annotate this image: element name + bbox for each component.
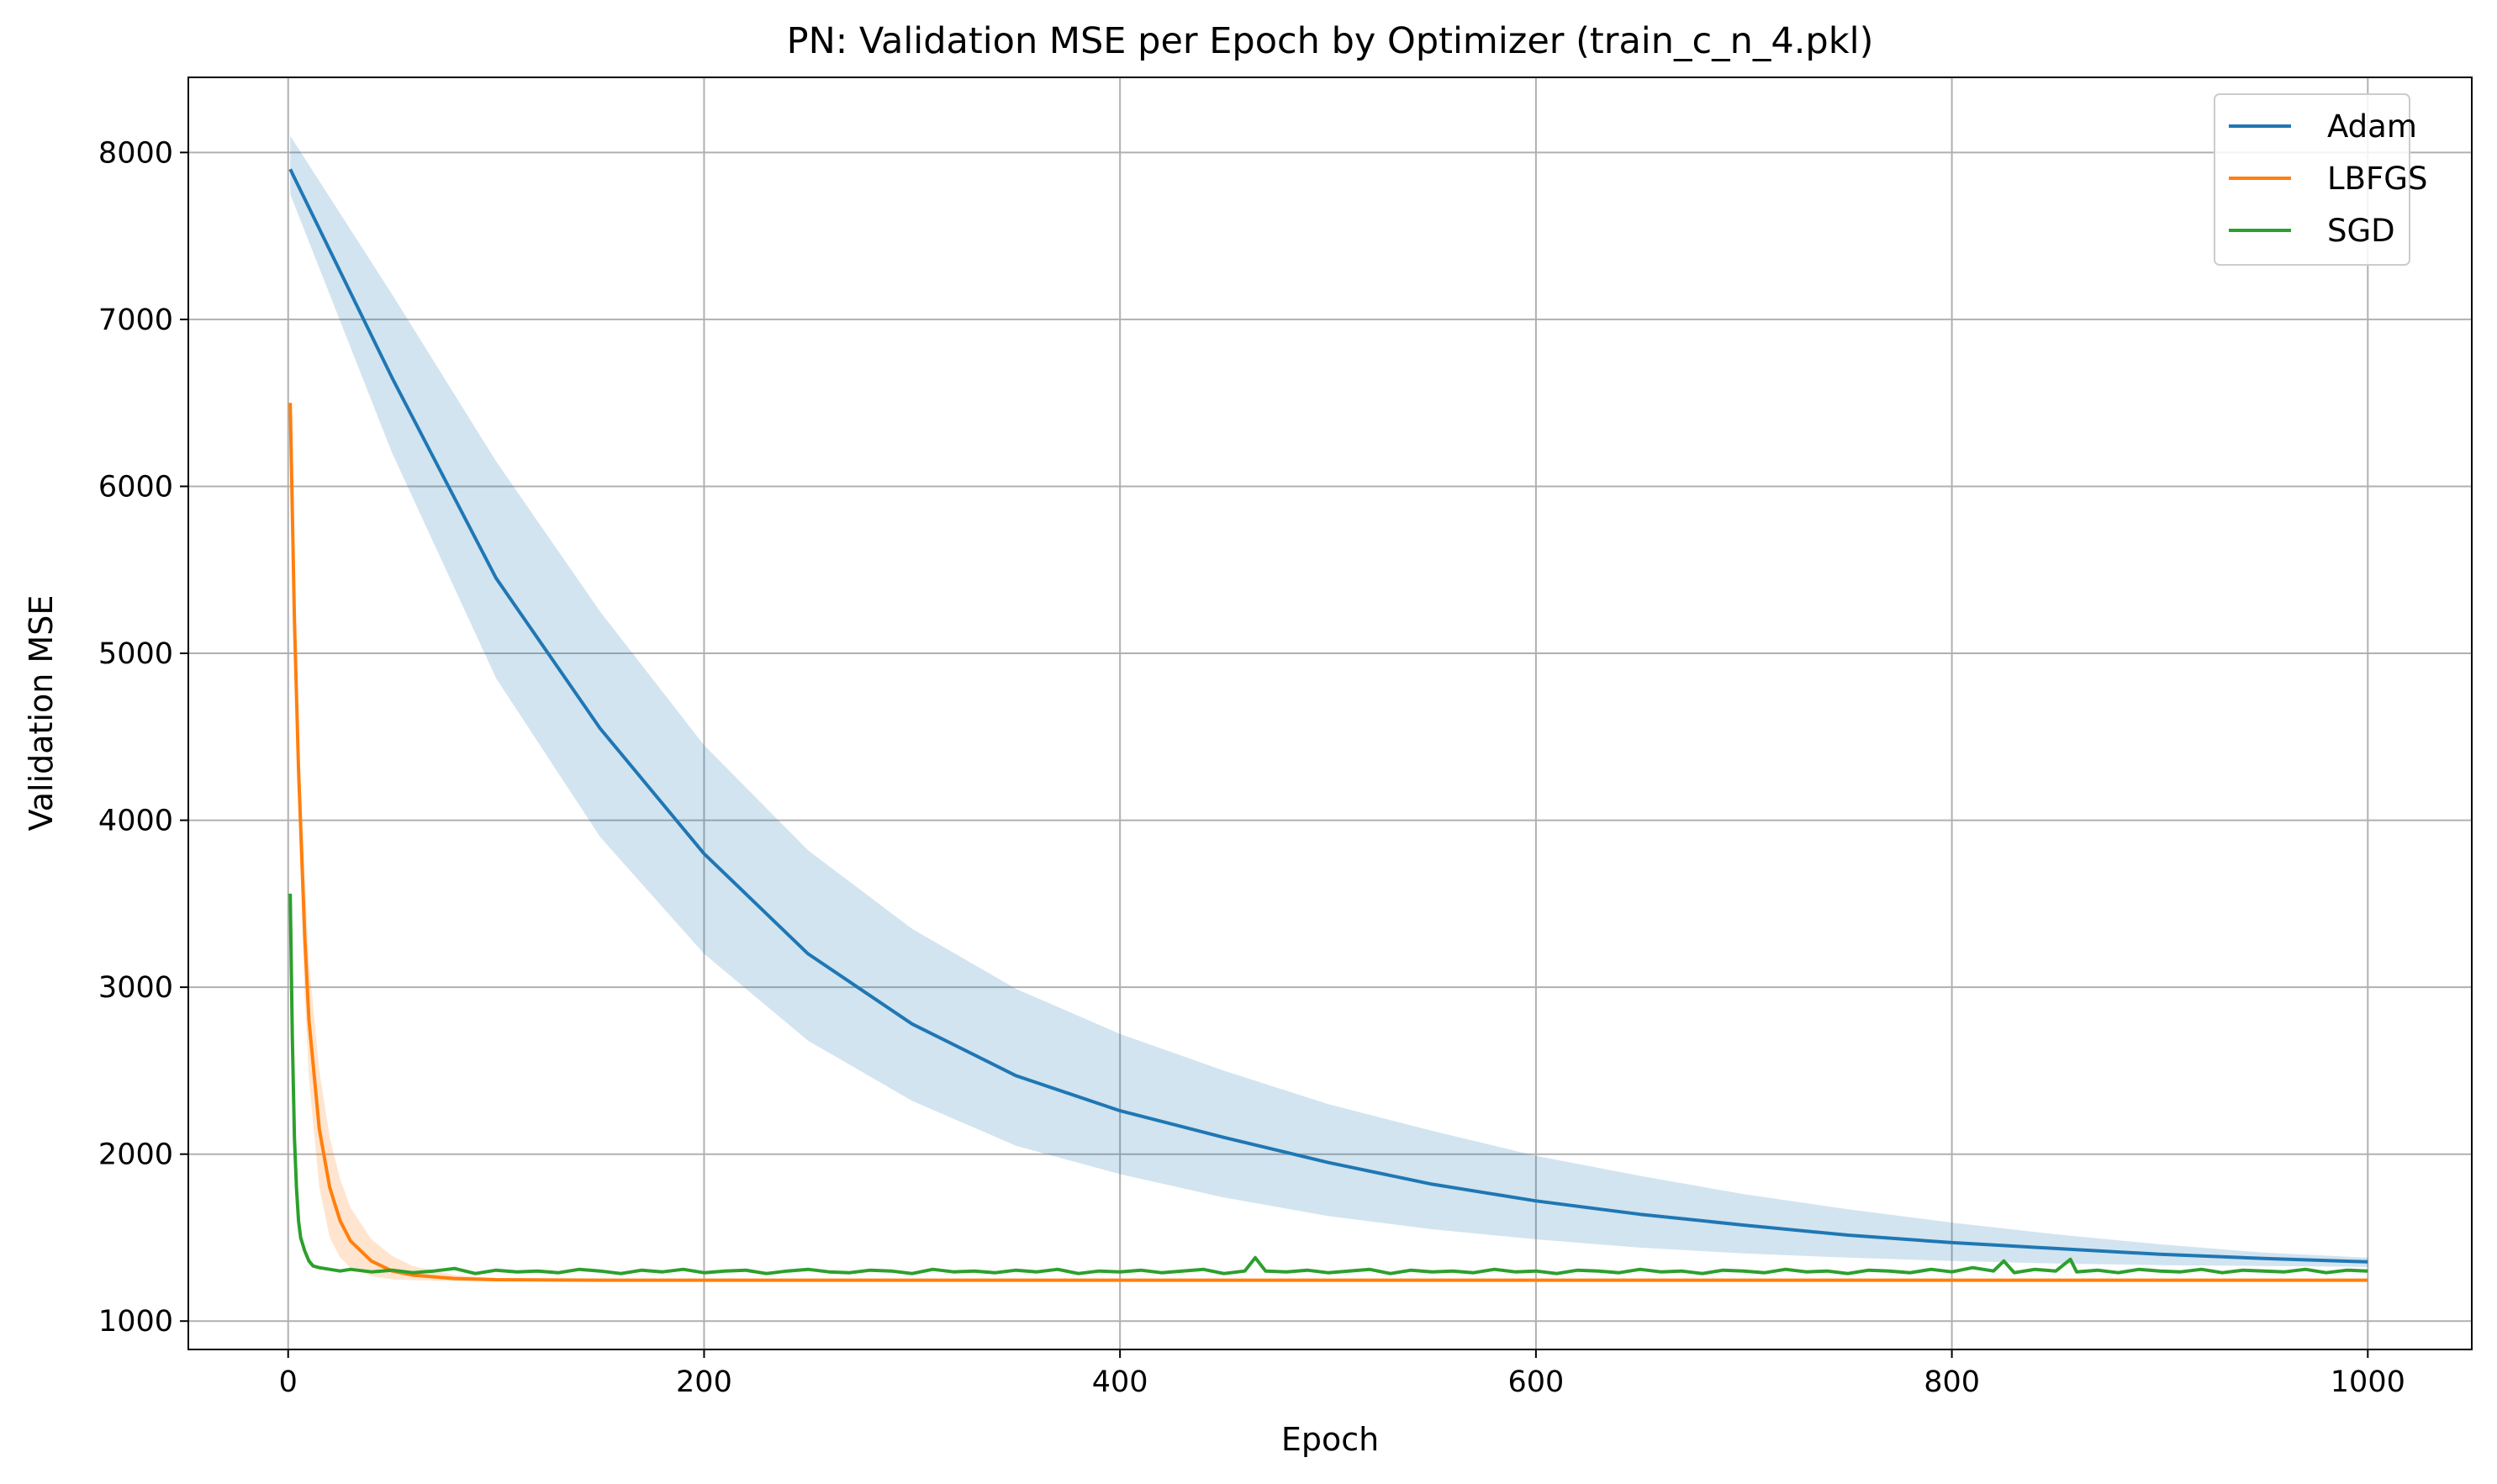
confidence-bands (290, 135, 2368, 1281)
y-axis: 1000 2000 3000 4000 5000 6000 7000 8000 (98, 136, 188, 1339)
x-tick-label: 600 (1507, 1365, 1564, 1399)
y-axis-label: Validation MSE (23, 595, 60, 832)
chart-title: PN: Validation MSE per Epoch by Optimize… (787, 20, 1874, 62)
series-lines (288, 168, 2368, 1282)
y-tick-label: 2000 (98, 1138, 173, 1172)
x-tick-label: 800 (1924, 1365, 1980, 1399)
x-tick-label: 200 (676, 1365, 732, 1399)
x-tick-label: 400 (1092, 1365, 1148, 1399)
adam-line (288, 168, 2368, 1264)
legend-label-lbfgs: LBFGS (2327, 161, 2427, 197)
sgd-line (288, 893, 2368, 1275)
y-tick-label: 7000 (98, 304, 173, 337)
lbfgs-line (288, 403, 2368, 1282)
x-axis-label: Epoch (1281, 1421, 1379, 1458)
legend: Adam LBFGS SGD (2214, 93, 2427, 266)
y-tick-label: 8000 (98, 136, 173, 170)
legend-label-adam: Adam (2327, 108, 2417, 145)
legend-label-sgd: SGD (2327, 213, 2395, 249)
x-tick-label: 1000 (2331, 1365, 2405, 1399)
legend-box (2214, 93, 2410, 266)
y-tick-label: 1000 (98, 1305, 173, 1339)
y-tick-label: 3000 (98, 971, 173, 1005)
grid (188, 77, 2472, 1349)
x-axis: 0 200 400 600 800 1000 (279, 1349, 2405, 1399)
x-tick-label: 0 (279, 1365, 298, 1399)
y-tick-label: 5000 (98, 637, 173, 671)
adam-band (290, 135, 2368, 1267)
y-tick-label: 6000 (98, 470, 173, 504)
plot-frame (187, 77, 2473, 1350)
y-tick-label: 4000 (98, 805, 173, 838)
